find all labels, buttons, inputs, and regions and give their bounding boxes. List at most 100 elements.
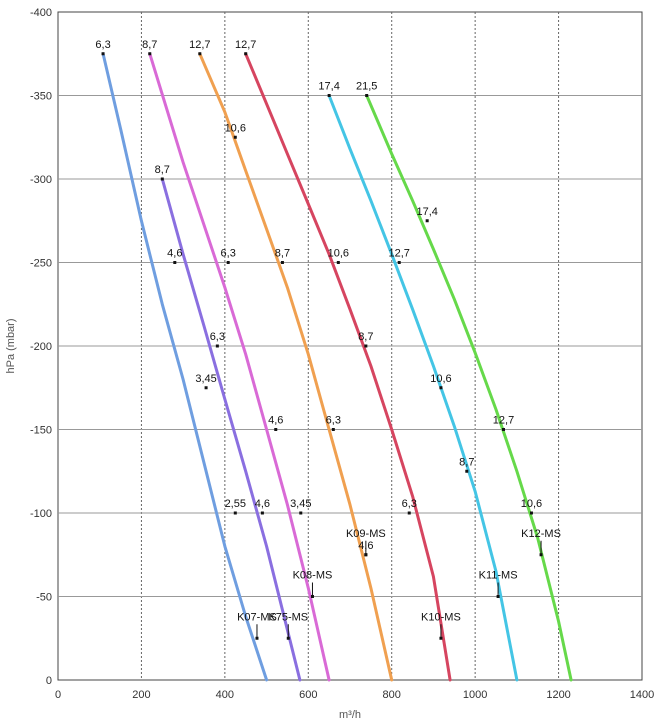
data-point: [274, 428, 278, 431]
x-tick-label: 800: [383, 689, 401, 701]
data-label: 4,6: [268, 415, 283, 427]
data-point: [327, 94, 331, 97]
data-point: [364, 344, 368, 348]
data-point: [529, 511, 533, 515]
data-point: [397, 261, 401, 264]
y-tick-label: -300: [30, 174, 52, 186]
y-tick-label: -100: [30, 508, 52, 520]
data-label: 6,3: [326, 415, 341, 427]
data-label: 12,7: [189, 39, 210, 51]
data-point: [286, 636, 290, 640]
data-point: [173, 261, 177, 264]
x-tick-label: 0: [55, 689, 61, 701]
series-line: [244, 52, 452, 682]
data-label: 6,3: [402, 498, 417, 510]
data-label: 3,45: [290, 498, 311, 510]
x-tick-labels: 0 200 400 600 800 1000 1200 1400: [55, 689, 654, 701]
x-tick-label: 200: [132, 689, 150, 701]
data-point: [148, 52, 152, 56]
data-point: [233, 511, 237, 515]
data-label: 10,6: [430, 373, 451, 385]
series-line: [198, 52, 394, 682]
data-point: [365, 94, 369, 97]
data-label: 8,7: [358, 331, 373, 343]
data-labels-group: 6,3 4,6 3,45 2,55 K07-MS 8,7 6,3 4,6 K75-MS 8,7 6,…: [95, 39, 561, 640]
y-tick-label: 0: [46, 675, 52, 687]
data-label: 12,7: [493, 415, 514, 427]
data-point: [407, 511, 411, 515]
data-point: [310, 595, 314, 598]
data-point: [198, 52, 202, 56]
data-point: [260, 511, 264, 515]
series-name-label: K11-MS: [479, 570, 518, 582]
data-point: [425, 219, 429, 223]
data-label: 10,6: [328, 248, 349, 260]
y-axis-title: hPa (mbar): [5, 318, 17, 373]
data-point: [244, 52, 248, 56]
data-point: [160, 177, 164, 181]
series-name-label: K12-MS: [521, 528, 561, 540]
data-label: 4,6: [167, 248, 182, 260]
series-name-label: K07-MS: [237, 611, 277, 623]
y-tick-label: -250: [30, 258, 52, 270]
series-name-label: K10-MS: [421, 611, 461, 623]
series-line: [365, 94, 573, 682]
y-tick-label: -200: [30, 341, 52, 353]
data-point: [336, 261, 340, 264]
data-point: [539, 553, 543, 557]
x-tick-label: 600: [299, 689, 317, 701]
series-line: [101, 52, 269, 682]
data-point: [299, 511, 303, 515]
data-label: 8,7: [142, 39, 157, 51]
y-tick-label: -150: [30, 425, 52, 437]
x-tick-label: 1400: [630, 689, 654, 701]
data-point: [331, 428, 335, 431]
data-point: [101, 52, 105, 56]
y-tick-label: -400: [30, 7, 52, 19]
series-group: [101, 52, 573, 682]
data-label: 4,6: [255, 498, 270, 510]
data-label: 6,3: [95, 39, 110, 51]
data-label: 6,3: [210, 331, 225, 343]
data-point: [215, 344, 219, 348]
y-tick-labels: 0 -50 -100 -150 -200 -250 -300 -350 -400: [30, 7, 52, 687]
data-label: 8,7: [275, 248, 290, 260]
series-name-label: K09-MS: [346, 528, 386, 540]
data-label: 17,4: [416, 206, 437, 218]
data-label: 8,7: [459, 456, 474, 468]
data-point: [280, 261, 284, 264]
y-tick-label: -350: [30, 91, 52, 103]
data-label: 10,6: [521, 498, 542, 510]
data-point: [439, 636, 443, 640]
data-label: 12,7: [235, 39, 256, 51]
y-tick-label: -50: [36, 592, 52, 604]
data-point: [226, 261, 230, 264]
data-label: 10,6: [225, 122, 246, 134]
x-tick-label: 1000: [463, 689, 487, 701]
series-name-label: K08-MS: [293, 570, 333, 582]
data-label: 2,55: [225, 498, 246, 510]
data-point: [439, 386, 443, 390]
data-point: [204, 386, 208, 390]
series-line: [148, 52, 331, 682]
data-label: 12,7: [389, 248, 410, 260]
data-point: [496, 595, 500, 598]
data-label: 8,7: [155, 164, 170, 176]
data-point: [255, 636, 259, 640]
x-tick-label: 400: [216, 689, 234, 701]
series-line: [327, 94, 519, 682]
grid: [58, 12, 642, 680]
series-name-label: K75-MS: [268, 611, 308, 623]
series-line: [160, 177, 302, 682]
data-label: 3,45: [195, 373, 216, 385]
data-point: [502, 428, 506, 431]
data-point: [364, 553, 368, 557]
x-axis-title: m³/h: [339, 709, 361, 721]
data-point: [233, 135, 237, 139]
data-label: 21,5: [356, 81, 377, 93]
data-label: 17,4: [318, 81, 339, 93]
data-label: 6,3: [221, 248, 236, 260]
data-point: [465, 469, 469, 473]
x-tick-label: 1200: [546, 689, 570, 701]
